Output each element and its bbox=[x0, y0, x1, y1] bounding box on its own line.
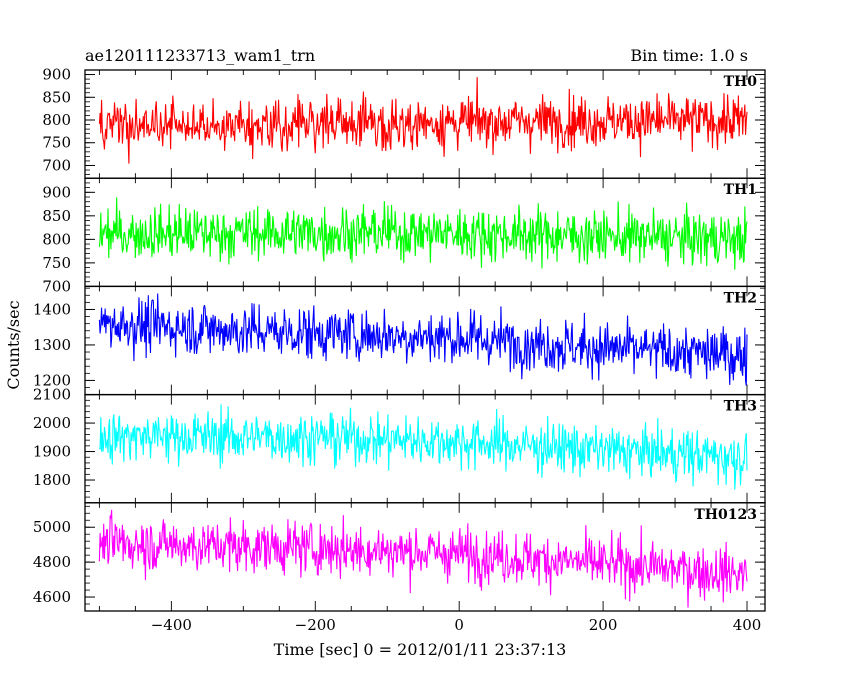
y-tick-label: 850 bbox=[42, 88, 71, 106]
x-tick-label: 0 bbox=[454, 616, 464, 634]
y-tick-label: 1200 bbox=[33, 371, 71, 389]
y-tick-label: 700 bbox=[42, 156, 71, 174]
panel-th2: 1200 1300 1400 TH2 bbox=[33, 285, 766, 396]
x-tick-label: 400 bbox=[733, 616, 762, 634]
y-tick-label: 4800 bbox=[33, 553, 71, 571]
panel-label: TH2 bbox=[724, 290, 757, 306]
x-tick-label: 200 bbox=[589, 616, 618, 634]
y-tick-label: 1300 bbox=[33, 336, 71, 354]
y-tick-label: 2100 bbox=[33, 386, 71, 404]
y-tick-label: 1400 bbox=[33, 300, 71, 318]
y-tick-label: 750 bbox=[42, 134, 71, 152]
series-line-th3 bbox=[98, 404, 748, 490]
y-tick-label: 800 bbox=[42, 230, 71, 248]
panel-label: TH1 bbox=[724, 182, 757, 198]
panels-group: 700 750 800 850 900 TH0 700 750 800 850 900 TH1 1200… bbox=[33, 66, 766, 634]
y-tick-label: 4600 bbox=[33, 588, 71, 606]
y-tick-label: 800 bbox=[42, 111, 71, 129]
panel-label: TH0 bbox=[724, 74, 758, 90]
panel-th1: 700 750 800 850 900 TH1 bbox=[42, 177, 766, 295]
y-axis-title: Counts/sec bbox=[4, 300, 23, 389]
series-line-th0 bbox=[98, 77, 748, 164]
y-tick-label: 1900 bbox=[33, 443, 71, 461]
figure-title: ae120111233713_wam1_trn bbox=[85, 46, 315, 65]
y-tick-label: 1800 bbox=[33, 471, 71, 489]
bin-time-label: Bin time: 1.0 s bbox=[630, 46, 748, 65]
panel-label: TH3 bbox=[724, 399, 757, 415]
panel-th0123: 4600 4800 5000 TH0123 bbox=[33, 502, 766, 612]
y-tick-label: 2000 bbox=[33, 414, 71, 432]
y-tick-label: 700 bbox=[42, 277, 71, 295]
x-tick-label: −200 bbox=[295, 616, 336, 634]
y-tick-label: 750 bbox=[42, 254, 71, 272]
panel-frame bbox=[84, 502, 766, 612]
y-tick-label: 850 bbox=[42, 207, 71, 225]
x-axis-title: Time [sec] 0 = 2012/01/11 23:37:13 bbox=[274, 640, 567, 659]
panel-label: TH0123 bbox=[694, 507, 757, 523]
series-line-th1 bbox=[98, 197, 748, 270]
series-line-th0123 bbox=[98, 509, 748, 608]
y-tick-label: 900 bbox=[42, 183, 71, 201]
series-line-th2 bbox=[98, 293, 748, 386]
panel-th3: 1800 1900 2000 2100 TH3 bbox=[33, 386, 766, 504]
x-tick-label: −400 bbox=[151, 616, 192, 634]
panel-th0: 700 750 800 850 900 TH0 bbox=[42, 66, 766, 179]
y-tick-label: 900 bbox=[42, 66, 71, 84]
y-tick-label: 5000 bbox=[33, 518, 71, 536]
